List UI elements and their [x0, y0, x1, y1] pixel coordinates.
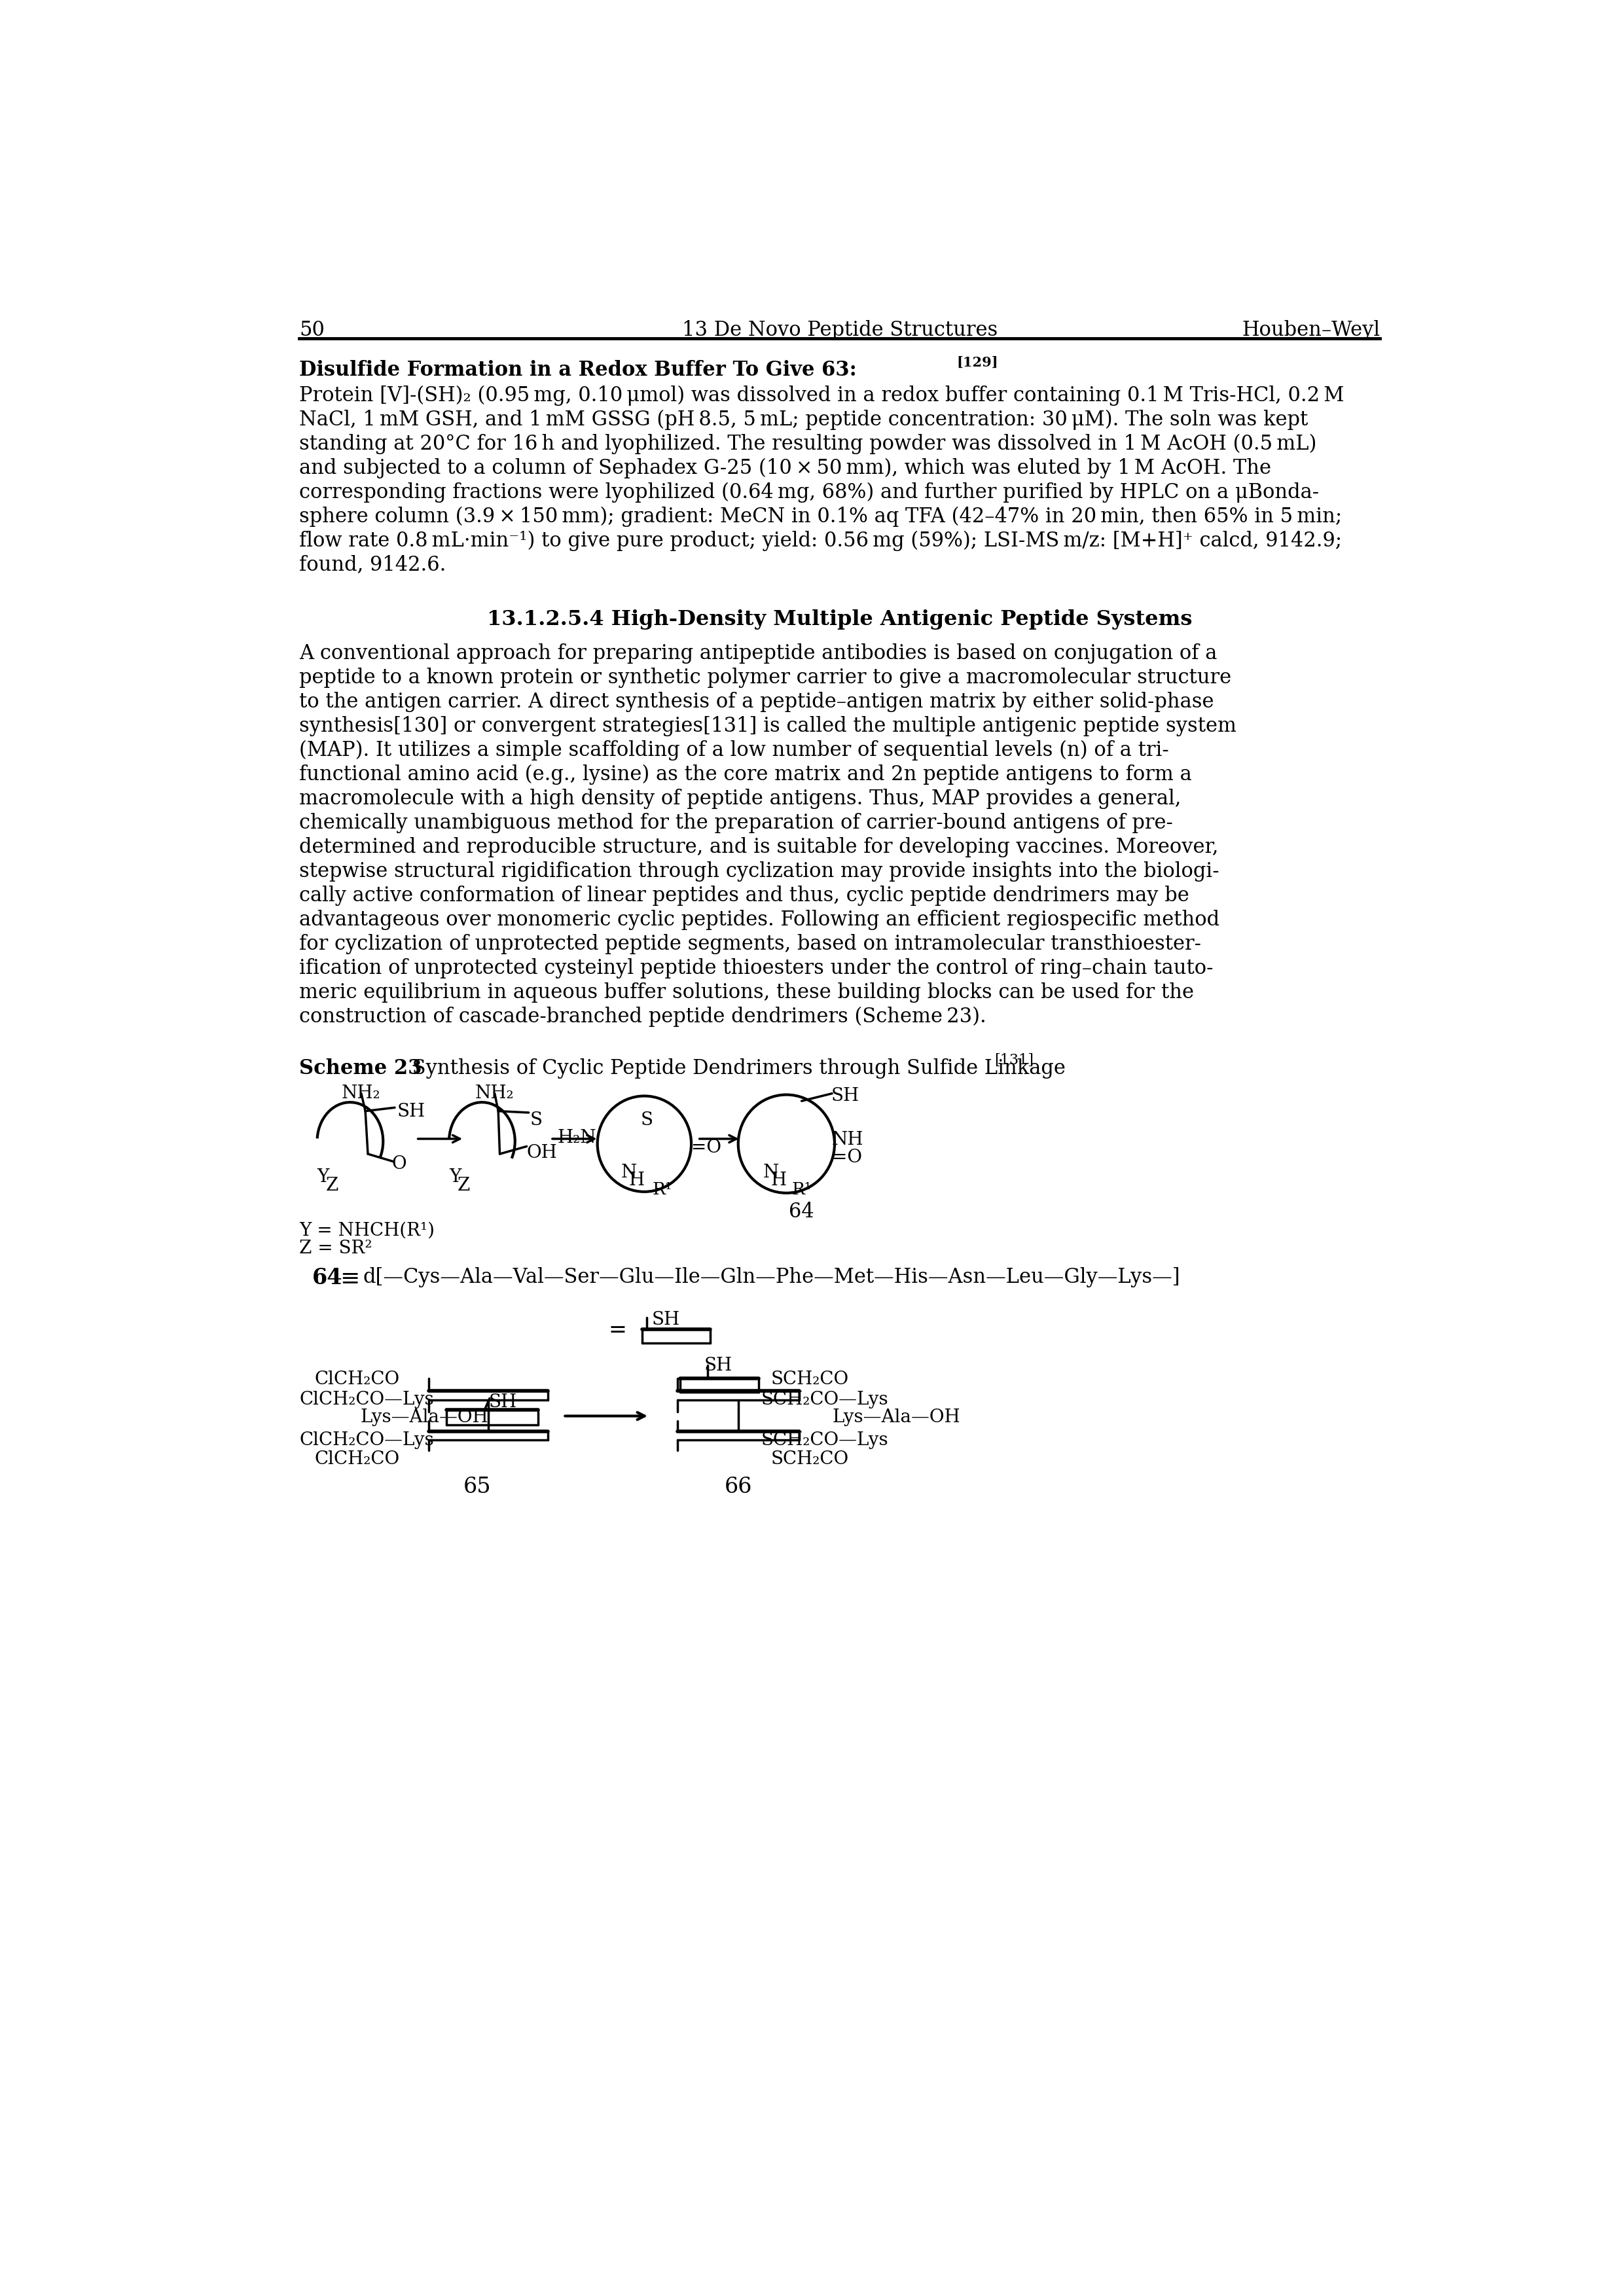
- Text: Y: Y: [450, 1169, 461, 1185]
- Text: ClCH₂CO: ClCH₂CO: [315, 1371, 400, 1389]
- Text: 64: 64: [312, 1267, 343, 1288]
- Text: sphere column (3.9 × 150 mm); gradient: MeCN in 0.1% aq TFA (42–47% in 20 min, t: sphere column (3.9 × 150 mm); gradient: …: [299, 507, 1343, 526]
- Text: chemically unambiguous method for the preparation of carrier-bound antigens of p: chemically unambiguous method for the pr…: [299, 813, 1173, 833]
- Text: 64: 64: [789, 1201, 814, 1221]
- Text: found, 9142.6.: found, 9142.6.: [299, 556, 447, 574]
- Text: =O: =O: [692, 1139, 721, 1157]
- Text: 65: 65: [463, 1476, 490, 1497]
- Text: Houben–Weyl: Houben–Weyl: [1242, 319, 1380, 340]
- Text: peptide to a known protein or synthetic polymer carrier to give a macromolecular: peptide to a known protein or synthetic …: [299, 668, 1231, 689]
- Text: R¹: R¹: [651, 1182, 672, 1199]
- Text: 50: 50: [299, 319, 325, 340]
- Text: (MAP). It utilizes a simple scaffolding of a low number of sequential levels (n): (MAP). It utilizes a simple scaffolding …: [299, 739, 1169, 760]
- Text: d[—Cys—Ala—Val—Ser—Glu—Ile—Gln—Phe—Met—His—Asn—Leu—Gly—Lys—]: d[—Cys—Ala—Val—Ser—Glu—Ile—Gln—Phe—Met—H…: [362, 1267, 1181, 1288]
- Text: and subjected to a column of Sephadex G-25 (10 × 50 mm), which was eluted by 1 M: and subjected to a column of Sephadex G-…: [299, 457, 1272, 478]
- Text: Z: Z: [326, 1176, 338, 1194]
- Text: [129]: [129]: [957, 356, 999, 370]
- Text: cally active conformation of linear peptides and thus, cyclic peptide dendrimers: cally active conformation of linear pept…: [299, 886, 1189, 905]
- Text: SCH₂CO—Lys: SCH₂CO—Lys: [762, 1430, 888, 1449]
- Text: ClCH₂CO—Lys: ClCH₂CO—Lys: [299, 1391, 434, 1407]
- Text: Scheme 23: Scheme 23: [299, 1058, 422, 1079]
- Text: =O: =O: [831, 1148, 862, 1166]
- Text: H: H: [771, 1171, 786, 1189]
- Text: construction of cascade-branched peptide dendrimers (Scheme 23).: construction of cascade-branched peptide…: [299, 1006, 986, 1026]
- Text: ification of unprotected cysteinyl peptide thioesters under the control of ring–: ification of unprotected cysteinyl pepti…: [299, 957, 1213, 978]
- Text: N: N: [763, 1164, 780, 1182]
- Text: ClCH₂CO—Lys: ClCH₂CO—Lys: [299, 1430, 434, 1449]
- Text: Synthesis of Cyclic Peptide Dendrimers through Sulfide Linkage: Synthesis of Cyclic Peptide Dendrimers t…: [406, 1058, 1065, 1079]
- Text: flow rate 0.8 mL·min⁻¹) to give pure product; yield: 0.56 mg (59%); LSI-MS m/z: : flow rate 0.8 mL·min⁻¹) to give pure pro…: [299, 530, 1341, 551]
- Text: stepwise structural rigidification through cyclization may provide insights into: stepwise structural rigidification throu…: [299, 861, 1220, 882]
- Text: N: N: [620, 1164, 637, 1182]
- Text: ClCH₂CO: ClCH₂CO: [315, 1451, 400, 1467]
- Text: to the antigen carrier. A direct synthesis of a peptide–antigen matrix by either: to the antigen carrier. A direct synthes…: [299, 691, 1215, 712]
- Text: SH: SH: [651, 1311, 680, 1329]
- Text: for cyclization of unprotected peptide segments, based on intramolecular transth: for cyclization of unprotected peptide s…: [299, 934, 1202, 955]
- Text: SH: SH: [705, 1357, 732, 1375]
- Text: R¹: R¹: [791, 1182, 812, 1199]
- Text: NaCl, 1 mM GSH, and 1 mM GSSG (pH 8.5, 5 mL; peptide concentration: 30 μM). The : NaCl, 1 mM GSH, and 1 mM GSSG (pH 8.5, 5…: [299, 409, 1309, 429]
- Text: 13 De Novo Peptide Structures: 13 De Novo Peptide Structures: [682, 319, 997, 340]
- Text: SCH₂CO—Lys: SCH₂CO—Lys: [762, 1391, 888, 1407]
- Text: SH: SH: [396, 1102, 425, 1120]
- Text: H₂N: H₂N: [557, 1130, 596, 1146]
- Text: H: H: [628, 1171, 645, 1189]
- Text: ≡: ≡: [339, 1267, 361, 1290]
- Text: OH: OH: [526, 1143, 557, 1162]
- Text: NH₂: NH₂: [476, 1084, 515, 1102]
- Text: 66: 66: [724, 1476, 752, 1497]
- Text: Z: Z: [458, 1176, 471, 1194]
- Text: A conventional approach for preparing antipeptide antibodies is based on conjuga: A conventional approach for preparing an…: [299, 643, 1218, 664]
- Text: SCH₂CO: SCH₂CO: [771, 1371, 849, 1389]
- Text: Y = NHCH(R¹): Y = NHCH(R¹): [299, 1221, 435, 1240]
- Text: 13.1.2.5.4 High-Density Multiple Antigenic Peptide Systems: 13.1.2.5.4 High-Density Multiple Antigen…: [487, 608, 1192, 629]
- Text: SH: SH: [831, 1088, 859, 1104]
- Text: Lys—Ala—OH: Lys—Ala—OH: [831, 1407, 960, 1426]
- Text: SCH₂CO: SCH₂CO: [771, 1451, 849, 1467]
- Text: functional amino acid (e.g., lysine) as the core matrix and 2n peptide antigens : functional amino acid (e.g., lysine) as …: [299, 765, 1192, 785]
- Text: NH: NH: [831, 1132, 864, 1148]
- Text: Z = SR²: Z = SR²: [299, 1240, 372, 1258]
- Text: corresponding fractions were lyophilized (0.64 mg, 68%) and further purified by : corresponding fractions were lyophilized…: [299, 482, 1319, 503]
- Text: [131]: [131]: [994, 1054, 1033, 1068]
- Text: SH: SH: [489, 1394, 516, 1412]
- Text: determined and reproducible structure, and is suitable for developing vaccines. : determined and reproducible structure, a…: [299, 838, 1218, 856]
- Text: S: S: [529, 1111, 542, 1130]
- Text: advantageous over monomeric cyclic peptides. Following an efficient regiospecifi: advantageous over monomeric cyclic pepti…: [299, 909, 1220, 930]
- Text: NH₂: NH₂: [341, 1084, 380, 1102]
- Text: =: =: [609, 1320, 627, 1341]
- Text: macromolecule with a high density of peptide antigens. Thus, MAP provides a gene: macromolecule with a high density of pep…: [299, 788, 1181, 808]
- Text: synthesis[130] or convergent strategies[131] is called the multiple antigenic pe: synthesis[130] or convergent strategies[…: [299, 716, 1237, 737]
- Text: Y: Y: [317, 1169, 330, 1185]
- Text: S: S: [640, 1111, 653, 1130]
- Text: Disulfide Formation in a Redox Buffer To Give 63:: Disulfide Formation in a Redox Buffer To…: [299, 360, 857, 381]
- Text: Protein [V]-(SH)₂ (0.95 mg, 0.10 μmol) was dissolved in a redox buffer containin: Protein [V]-(SH)₂ (0.95 mg, 0.10 μmol) w…: [299, 386, 1345, 406]
- Text: meric equilibrium in aqueous buffer solutions, these building blocks can be used: meric equilibrium in aqueous buffer solu…: [299, 983, 1194, 1003]
- Text: O: O: [391, 1155, 406, 1173]
- Text: Lys—Ala—OH: Lys—Ala—OH: [361, 1407, 489, 1426]
- Text: standing at 20°C for 16 h and lyophilized. The resulting powder was dissolved in: standing at 20°C for 16 h and lyophilize…: [299, 434, 1317, 455]
